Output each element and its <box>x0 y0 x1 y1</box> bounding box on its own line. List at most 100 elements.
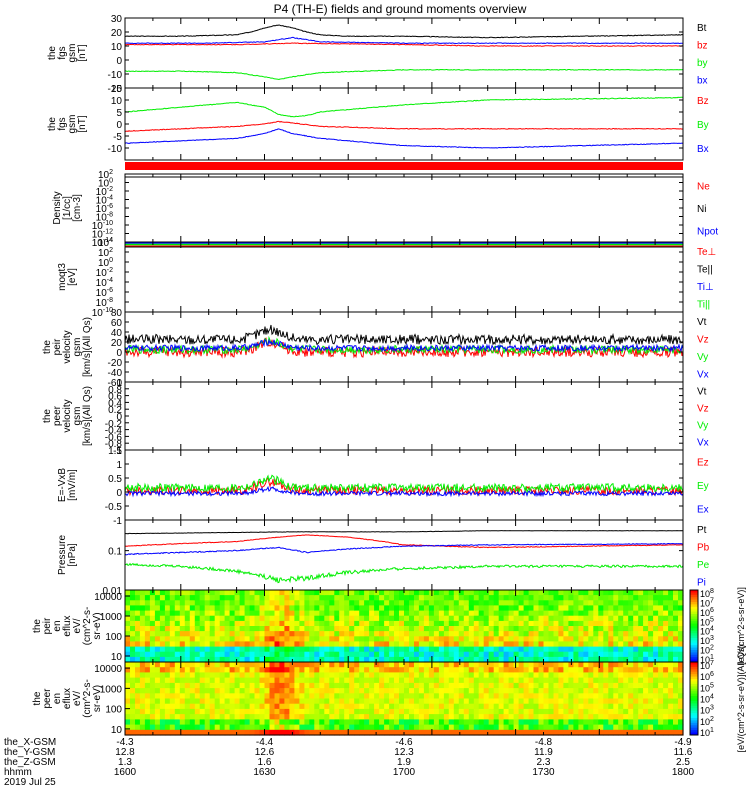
colorbar-cell <box>690 666 698 670</box>
heatmap-cell <box>199 620 206 627</box>
heatmap-cell <box>638 708 644 715</box>
heatmap-cell <box>299 600 305 606</box>
heatmap-cell <box>339 631 345 637</box>
legend-entry: Vx <box>697 369 709 380</box>
heatmap-cell <box>633 636 639 642</box>
heatmap-cell <box>254 693 261 700</box>
heatmap-cell <box>433 641 440 648</box>
heatmap-cell <box>673 615 679 622</box>
heatmap-cell <box>204 693 211 700</box>
heatmap-cell <box>608 631 614 637</box>
heatmap-cell <box>274 595 281 601</box>
heatmap-cell <box>234 677 241 684</box>
heatmap-cell <box>518 724 525 731</box>
heatmap-cell <box>284 729 290 736</box>
heatmap-cell <box>324 682 330 689</box>
heatmap-cell <box>404 724 410 731</box>
heatmap-cell <box>239 646 246 653</box>
heatmap-cell <box>423 641 430 648</box>
heatmap-cell <box>598 615 604 622</box>
heatmap-cell <box>653 631 659 637</box>
heatmap-cell <box>234 626 241 632</box>
heatmap-cell <box>578 724 584 731</box>
heatmap-cell <box>264 636 271 642</box>
heatmap-cell <box>144 636 151 642</box>
heatmap-cell <box>563 600 569 606</box>
x-axis-row-label: the_Y-GSM <box>4 747 55 758</box>
heatmap-cell <box>433 656 440 663</box>
heatmap-cell <box>578 719 584 726</box>
heatmap-cell <box>608 677 614 684</box>
heatmap-cell <box>229 693 236 700</box>
heatmap-cell <box>543 662 550 668</box>
heatmap-cell <box>678 626 684 632</box>
heatmap-cell <box>204 605 211 612</box>
heatmap-cell <box>453 693 460 700</box>
heatmap-cell <box>438 620 445 627</box>
heatmap-cell <box>578 698 584 705</box>
heatmap-cell <box>204 610 211 617</box>
heatmap-cell <box>638 667 644 673</box>
y-tick-label: 0.8 <box>108 385 122 396</box>
heatmap-cell <box>194 590 201 596</box>
heatmap-cell <box>219 729 226 736</box>
heatmap-cell <box>438 682 445 689</box>
heatmap-cell <box>189 641 196 648</box>
heatmap-cell <box>558 672 564 679</box>
heatmap-cell <box>553 719 560 726</box>
heatmap-cell <box>573 636 579 642</box>
heatmap-cell <box>673 682 679 689</box>
heatmap-cell <box>264 667 271 673</box>
colorbar-cell <box>690 657 698 661</box>
heatmap-cell <box>628 688 634 694</box>
heatmap-cell <box>438 677 445 684</box>
heatmap-cell <box>384 595 390 601</box>
heatmap-cell <box>458 590 465 596</box>
heatmap-cell <box>473 636 480 642</box>
heatmap-cell <box>299 667 305 673</box>
heatmap-cell <box>568 703 574 710</box>
heatmap-cell <box>648 672 654 679</box>
heatmap-cell <box>414 626 420 632</box>
heatmap-cell <box>284 703 290 710</box>
heatmap-cell <box>384 688 390 694</box>
heatmap-cell <box>179 631 186 637</box>
heatmap-cell <box>399 729 405 736</box>
heatmap-cell <box>583 703 589 710</box>
heatmap-cell <box>189 677 196 684</box>
heatmap-cell <box>154 605 161 612</box>
x-axis-row-label: hhmm <box>4 767 32 778</box>
heatmap-cell <box>369 708 375 715</box>
heatmap-cell <box>498 626 505 632</box>
heatmap-cell <box>354 631 360 637</box>
heatmap-cell <box>673 714 679 720</box>
heatmap-cell <box>254 672 261 679</box>
heatmap-cell <box>229 729 236 736</box>
heatmap-cell <box>299 703 305 710</box>
heatmap-cell <box>453 590 460 596</box>
heatmap-cell <box>668 682 674 689</box>
heatmap-cell <box>409 615 415 622</box>
heatmap-cell <box>259 590 266 596</box>
heatmap-cell <box>663 620 669 627</box>
heatmap-cell <box>234 729 241 736</box>
heatmap-cell <box>623 714 629 720</box>
heatmap-cell <box>259 626 266 632</box>
colorbar-cell <box>690 630 698 634</box>
colorbar-tick-label: 106 <box>700 671 714 682</box>
heatmap-cell <box>618 610 624 617</box>
heatmap-cell <box>473 729 480 736</box>
heatmap-cell <box>339 610 345 617</box>
heatmap-cell <box>389 698 395 705</box>
y-axis-label-line: [cm-3] <box>72 194 83 222</box>
heatmap-cell <box>503 600 510 606</box>
heatmap-cell <box>254 662 261 668</box>
heatmap-cell <box>414 631 420 637</box>
heatmap-cell <box>244 724 251 731</box>
heatmap-cell <box>219 667 226 673</box>
heatmap-cell <box>503 667 510 673</box>
heatmap-cell <box>438 615 445 622</box>
y-tick-label: -1 <box>113 446 122 457</box>
heatmap-cell <box>164 677 171 684</box>
heatmap-cell <box>189 600 196 606</box>
